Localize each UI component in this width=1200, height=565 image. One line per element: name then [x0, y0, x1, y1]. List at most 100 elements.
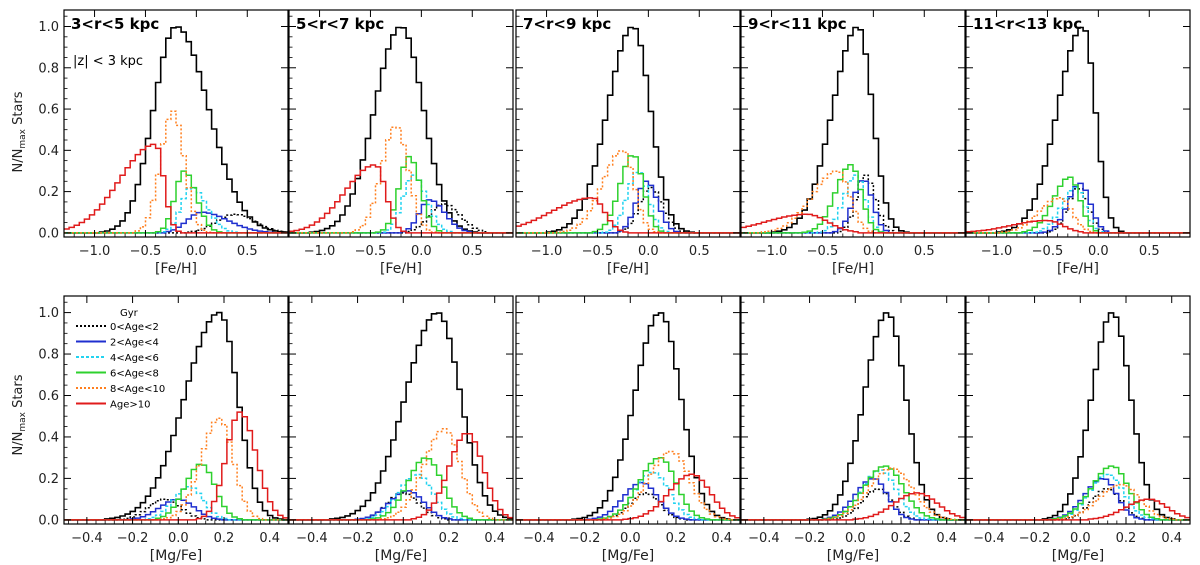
legend-label: 6<Age<8 — [110, 369, 159, 380]
x-tick-label: 0.0 — [620, 531, 641, 546]
x-tick-label: −0.5 — [130, 244, 162, 259]
x-tick-label: −1.0 — [531, 244, 563, 259]
panel-mg-4: −0.4 −0.2 0.0 0.2 0.4 [Mg/Fe] — [740, 295, 966, 564]
y-tick-label: 0.6 — [38, 103, 59, 118]
x-tick-label: 0.5 — [1139, 244, 1160, 259]
x-axis-label: [Fe/H] — [607, 261, 649, 277]
hist-age-10 — [741, 492, 965, 521]
x-tick-label: −0.4 — [71, 531, 103, 546]
x-tick-label: −0.5 — [582, 244, 614, 259]
hist-8-age-10 — [289, 427, 513, 521]
hist-age-10 — [289, 432, 513, 521]
legend-label: Age>10 — [110, 400, 150, 411]
x-tick-label: 0.0 — [1088, 244, 1109, 259]
x-tick-label: −0.4 — [523, 531, 555, 546]
hist-all — [741, 312, 965, 521]
x-tick-label: −0.2 — [794, 531, 826, 546]
x-tick-label: 0.2 — [439, 531, 460, 546]
hist-all — [289, 312, 513, 521]
hist-all — [64, 311, 288, 521]
hist-age-10 — [64, 143, 288, 234]
x-tick-label: −1.0 — [981, 244, 1013, 259]
x-axis-label: [Fe/H] — [1057, 261, 1099, 277]
hist-8-age-10 — [516, 450, 740, 521]
panel-title: 5<r<7 kpc — [296, 15, 384, 33]
y-tick-label: 1.0 — [38, 20, 59, 35]
panel-frame — [515, 295, 741, 525]
x-tick-label: 0.0 — [1070, 531, 1091, 546]
x-tick-label: 0.2 — [214, 531, 235, 546]
hist-age-10 — [64, 411, 288, 521]
x-axis-label: [Fe/H] — [155, 261, 197, 277]
x-tick-label: 0.0 — [863, 244, 884, 259]
hist-age-10 — [966, 219, 1190, 234]
x-tick-label: −0.4 — [296, 531, 328, 546]
x-tick-label: −0.5 — [807, 244, 839, 259]
panel-frame — [965, 9, 1191, 238]
ylabel-top: N/Nmax Stars — [11, 91, 28, 172]
panel-title: 9<r<11 kpc — [748, 15, 847, 33]
y-tick-label: 0.0 — [38, 226, 59, 241]
hist-4-age-6 — [966, 473, 1190, 521]
panel-fe-3: −1.0 −0.5 0.0 0.5 [Fe/H] 7<r<9 kpc — [515, 9, 741, 277]
panel-frame — [288, 295, 514, 525]
hist-0-age-2 — [516, 492, 740, 521]
x-tick-label: 0.0 — [845, 531, 866, 546]
z-range-label: |z| < 3 kpc — [73, 54, 143, 69]
panel-mg-3: −0.4 −0.2 0.0 0.2 0.4 [Mg/Fe] — [515, 295, 741, 564]
y-tick-label: 0.2 — [38, 472, 59, 487]
panel-fe-1: −1.0 −0.5 0.0 0.5 0.0 0.2 0.4 0.6 0.8 1.0 [Fe/H] 3<… — [38, 9, 289, 277]
x-tick-label: 0.0 — [393, 531, 414, 546]
panel-frame — [515, 9, 741, 238]
x-tick-label: 0.0 — [186, 244, 207, 259]
x-axis-label: [Mg/Fe] — [150, 548, 203, 564]
panel-title: 11<r<13 kpc — [973, 15, 1082, 33]
y-tick-label: 0.8 — [38, 61, 59, 76]
hist-age-10 — [741, 213, 965, 234]
panel-fe-2: −1.0 −0.5 0.0 0.5 [Fe/H] 5<r<7 kpc — [288, 9, 514, 277]
x-axis-label: [Fe/H] — [380, 261, 422, 277]
y-tick-label: 0.4 — [38, 144, 59, 159]
legend-label: 0<Age<2 — [110, 322, 159, 333]
x-tick-label: −0.2 — [569, 531, 601, 546]
hist-all — [966, 312, 1190, 521]
hist-2-age-4 — [966, 477, 1190, 521]
ylabel-bottom: N/Nmax Stars — [11, 374, 28, 455]
y-tick-label: 0.6 — [38, 389, 59, 404]
panel-mg-5: −0.4 −0.2 0.0 0.2 0.4 [Mg/Fe] — [965, 295, 1191, 564]
hist-age-10 — [289, 164, 513, 234]
hist-4-age-6 — [289, 473, 513, 521]
x-tick-label: −1.0 — [756, 244, 788, 259]
x-tick-label: 0.0 — [168, 531, 189, 546]
x-tick-label: 0.4 — [259, 531, 280, 546]
x-tick-label: −0.4 — [748, 531, 780, 546]
x-axis-label: [Mg/Fe] — [827, 548, 880, 564]
x-tick-label: 0.4 — [1161, 531, 1182, 546]
x-tick-label: 0.4 — [484, 531, 505, 546]
x-axis-label: [Mg/Fe] — [1052, 548, 1105, 564]
panel-frame — [740, 295, 966, 525]
panels-group: −1.0 −0.5 0.0 0.5 0.0 0.2 0.4 0.6 0.8 1.0 [Fe/H] 3<… — [38, 9, 1191, 564]
hist-0-age-2 — [289, 203, 513, 234]
legend: Gyr 0<Age<2 2<Age<4 4<Age<6 6<Age<8 8<Age<10… — [76, 308, 165, 411]
x-tick-label: −0.5 — [355, 244, 387, 259]
hist-4-age-6 — [516, 471, 740, 521]
x-tick-label: 0.0 — [411, 244, 432, 259]
x-tick-label: 0.2 — [666, 531, 687, 546]
hist-age-10 — [516, 197, 740, 234]
hist-8-age-10 — [741, 170, 965, 234]
x-tick-label: 0.4 — [936, 531, 957, 546]
x-tick-label: 0.5 — [237, 244, 258, 259]
x-tick-label: −0.5 — [1032, 244, 1064, 259]
y-tick-label: 0.4 — [38, 430, 59, 445]
x-tick-label: 0.5 — [462, 244, 483, 259]
x-tick-label: −0.4 — [973, 531, 1005, 546]
legend-label: 2<Age<4 — [110, 338, 159, 349]
hist-all — [966, 26, 1190, 234]
y-tick-label: 0.2 — [38, 185, 59, 200]
x-tick-label: 0.4 — [711, 531, 732, 546]
panel-title: 7<r<9 kpc — [523, 15, 611, 33]
y-tick-label: 0.0 — [38, 513, 59, 528]
legend-title: Gyr — [120, 308, 139, 319]
